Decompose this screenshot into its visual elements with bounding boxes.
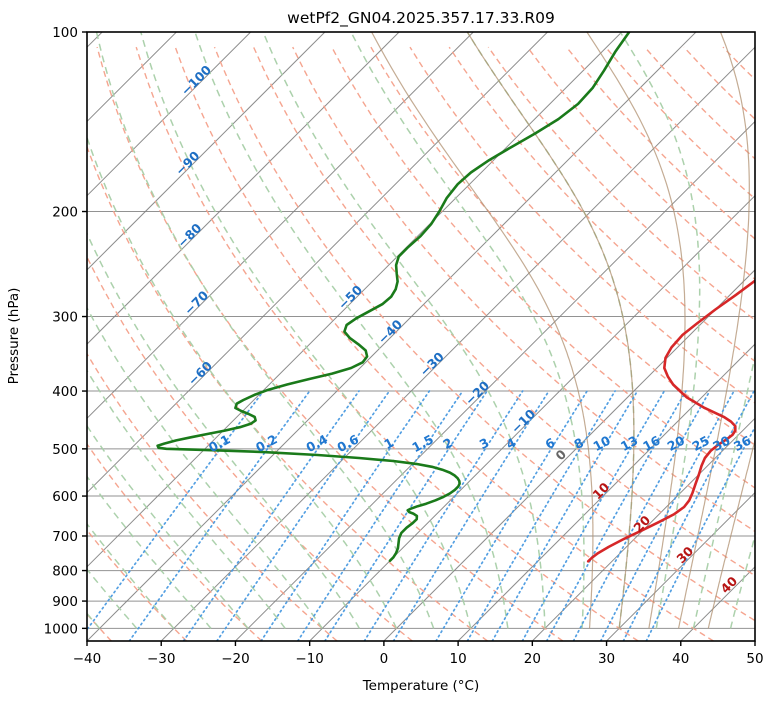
mixing-ratio-line — [545, 390, 687, 641]
dry-adiabat-line — [213, 46, 755, 622]
moist-adiabat-line — [619, 32, 701, 629]
y-tick-label: 500 — [52, 442, 78, 458]
saturated-adiabat-line — [371, 32, 594, 629]
mixing-ratio-line — [622, 390, 755, 641]
mixing-ratio-line — [216, 390, 391, 641]
dry-adiabat-line — [252, 46, 755, 577]
mixing-ratio-line — [392, 390, 550, 641]
moist-adiabat-line — [262, 32, 546, 629]
mixing-ratio-line — [363, 390, 524, 641]
moist-adiabat-line — [87, 369, 286, 629]
x-tick-label: 10 — [450, 651, 467, 667]
mixing-ratio-label: 36 — [731, 432, 754, 454]
plot-area-background — [87, 32, 755, 641]
dry-adiabat-line — [96, 46, 564, 641]
chart-title: wetPf2_GN04.2025.357.17.33.R09 — [287, 9, 555, 28]
moist-adiabat-line — [140, 32, 472, 629]
isotherm-line — [87, 32, 697, 641]
x-tick-label: −10 — [295, 651, 324, 667]
temperature-curve — [586, 279, 755, 563]
isotherm-line — [160, 46, 755, 641]
x-tick-label: −40 — [73, 651, 102, 667]
y-tick-label: 700 — [52, 529, 78, 545]
y-tick-label: 900 — [52, 594, 78, 610]
x-axis-label: Temperature (°C) — [362, 678, 480, 694]
mixing-ratio-label: 20 — [665, 432, 688, 454]
mixing-ratio-line — [572, 390, 711, 641]
dewpoint-curve — [156, 32, 631, 562]
dry-adiabat-line — [331, 46, 755, 489]
mixing-ratio-line — [491, 390, 639, 641]
isotherm-line — [87, 32, 326, 271]
plot-border — [86, 31, 756, 642]
isotherm-line — [606, 491, 755, 641]
saturated-adiabat-line — [707, 437, 755, 629]
mixing-ratio-line — [645, 425, 755, 641]
saturated-adiabat-line — [678, 32, 750, 629]
sounding-curves-layer — [156, 32, 755, 563]
dry-adiabat-line — [87, 145, 489, 641]
mixing-ratio-line — [466, 390, 616, 641]
y-tick-label: 200 — [52, 205, 78, 221]
moist-adiabat-line — [87, 306, 323, 629]
x-tick-label: 0 — [380, 651, 389, 667]
x-tick-label: −30 — [147, 651, 176, 667]
y-tick-label: 400 — [52, 384, 78, 400]
mixing-ratio-line — [182, 390, 360, 641]
dry-adiabat-line — [87, 442, 263, 641]
y-tick-label: 600 — [52, 489, 78, 505]
mixing-ratio-line — [599, 390, 735, 641]
mixing-ratio-line — [521, 390, 666, 641]
y-tick-label: 300 — [52, 310, 78, 326]
isotherm-line — [87, 32, 252, 197]
isotherm-line — [383, 269, 755, 641]
isotherm-line — [87, 32, 548, 494]
mixing-ratio-label: 16 — [640, 432, 663, 454]
mixing-ratio-label: 13 — [618, 433, 640, 454]
x-tick-label: 40 — [672, 651, 689, 667]
mixing-ratio-label: 10 — [590, 432, 613, 454]
moist-adiabat-line — [194, 32, 509, 629]
x-tick-label: 20 — [524, 651, 541, 667]
dry-adiabat-line — [135, 46, 639, 641]
dry-adiabat-line — [370, 46, 755, 446]
moist-adiabat-line — [95, 32, 435, 629]
dry-adiabat-line — [409, 46, 755, 404]
mixing-ratio-line — [296, 390, 464, 641]
dry-adiabat-line — [292, 46, 755, 533]
grid-lines-layer — [87, 32, 755, 641]
mixing-ratio-line — [435, 390, 588, 641]
moist-adiabat-line — [350, 32, 585, 629]
isotherm-line — [87, 32, 400, 345]
isotherm-line — [87, 32, 474, 420]
x-tick-label: 50 — [746, 651, 763, 667]
mixing-ratio-line — [87, 390, 265, 632]
x-tick-label: 30 — [598, 651, 615, 667]
y-tick-label: 100 — [52, 25, 78, 41]
mixing-ratio-label: 25 — [690, 433, 712, 454]
saturated-adiabat-line — [586, 32, 686, 629]
mixing-ratio-label: 30 — [710, 432, 733, 454]
isotherm-line — [235, 120, 755, 641]
isotherm-line — [87, 32, 623, 568]
y-tick-label: 800 — [52, 564, 78, 580]
x-tick-label: −20 — [221, 651, 250, 667]
dry-adiabat-line — [174, 46, 714, 641]
mixing-ratio-line — [260, 390, 431, 641]
moist-adiabat-line — [87, 231, 361, 629]
isotherm-line — [309, 194, 755, 641]
isotherm-line — [457, 343, 755, 641]
y-tick-label: 1000 — [44, 621, 78, 637]
moist-adiabat-line — [692, 352, 755, 629]
y-axis-label: Pressure (hPa) — [6, 288, 22, 385]
saturated-adiabat-line — [466, 32, 635, 629]
